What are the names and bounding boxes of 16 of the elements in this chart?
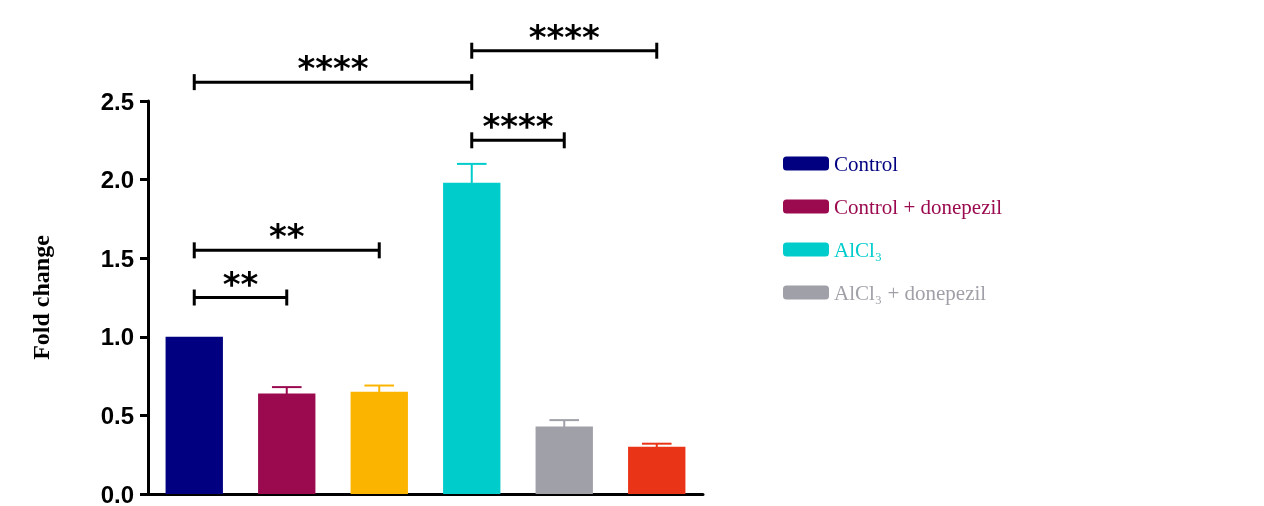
y-tick-label: 1.5 (100, 244, 134, 272)
y-axis-title: Fold change (28, 234, 54, 360)
annotation: ** (222, 263, 259, 304)
annotation: ** (268, 216, 305, 257)
text: **** (297, 48, 369, 89)
y-tick-label: 2.0 (100, 166, 134, 194)
legend-label: AlCl₃ (834, 237, 883, 262)
y-tick-label: 1.0 (100, 323, 134, 351)
y-tick-label: 0.0 (100, 480, 134, 506)
legend-label: AlCl₃ + donepezil (834, 280, 987, 305)
annotation: **** (482, 106, 554, 147)
text: **** (528, 16, 601, 57)
y-tick-label: 2.5 (100, 87, 134, 115)
legend-label: Control (834, 151, 899, 176)
legend-label: Control + donepezil (834, 194, 1003, 219)
y-tick-label: 0.5 (100, 401, 134, 429)
